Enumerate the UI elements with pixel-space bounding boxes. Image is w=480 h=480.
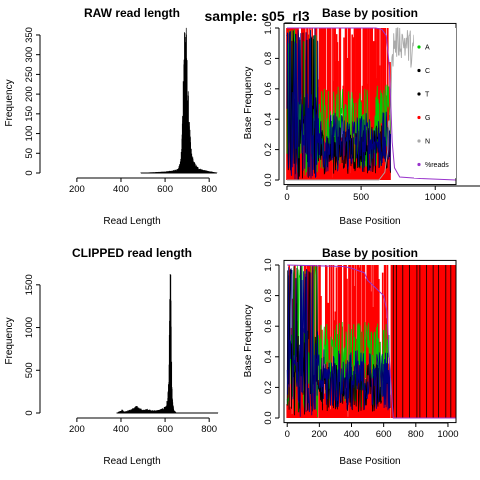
base-pct-reads-line (287, 264, 456, 419)
clip-base-ylabel: Base Frequency (243, 305, 254, 378)
x-tick-label: 0 (285, 429, 290, 440)
legend-marker (417, 68, 421, 73)
y-tick-label: 0.0 (263, 411, 274, 424)
y-tick-label: 0.6 (263, 320, 274, 333)
base-t-line (286, 28, 391, 180)
raw-base-xlabel: Base Position (339, 216, 400, 227)
raw-base-legend: A C T G N %reads (414, 28, 456, 178)
y-tick-label: 0 (24, 170, 35, 175)
x-tick-label: 400 (344, 429, 360, 440)
legend-label: T (425, 92, 430, 99)
legend-label: N (425, 139, 430, 146)
x-tick-label: 1000 (425, 192, 446, 203)
y-tick-label: 350 (24, 27, 35, 43)
y-tick-label: 1500 (24, 274, 35, 295)
raw-hist-xlabel: Read Length (103, 216, 160, 227)
x-tick-label: 400 (113, 424, 129, 435)
y-tick-label: 0.6 (263, 82, 274, 95)
x-tick-label: 600 (157, 184, 173, 195)
legend-label: A (425, 45, 430, 52)
clipped-base-position-chart: Base by position Base Position Base Freq… (243, 246, 459, 467)
x-tick-label: 200 (311, 429, 327, 440)
x-tick-label: 500 (353, 192, 369, 203)
raw-hist-marks (140, 27, 218, 174)
x-tick-label: 200 (69, 184, 85, 195)
x-tick-label: 600 (157, 424, 173, 435)
legend-marker (417, 139, 421, 143)
x-tick-label: 1000 (437, 429, 458, 440)
clipped-read-length-chart: CLIPPED read length Read Length Frequenc… (4, 246, 219, 467)
x-tick-label: 800 (201, 424, 217, 435)
clip-hist-xlabel: Read Length (103, 456, 160, 467)
legend-marker (417, 45, 421, 49)
raw-hist-ylabel: Frequency (4, 79, 15, 126)
legend-marker (417, 115, 421, 120)
clip-hist-marks (116, 274, 219, 414)
clip-hist-axes: 200 400 600 800 0 500 1000 1500 (24, 274, 217, 435)
raw-hist-axes: 200 400 600 800 0 50 100 150 200 250 300 350 (24, 27, 217, 195)
x-tick-label: 200 (69, 424, 85, 435)
y-tick-label: 0 (24, 410, 35, 415)
y-tick-label: 250 (24, 66, 35, 82)
y-tick-label: 0.0 (263, 173, 274, 186)
clip-base-title: Base by position (322, 246, 418, 260)
page-title: sample: s05_rl3 (204, 8, 309, 24)
y-tick-label: 100 (24, 126, 35, 142)
y-tick-label: 0.4 (263, 113, 274, 126)
x-tick-label: 0 (284, 192, 289, 203)
x-tick-label: 600 (376, 429, 392, 440)
y-tick-label: 500 (24, 362, 35, 378)
legend-box (414, 28, 456, 178)
y-tick-label: 50 (24, 148, 35, 159)
base-t-line (286, 265, 391, 417)
y-tick-label: 200 (24, 86, 35, 102)
x-tick-label: 400 (113, 184, 129, 195)
raw-base-axes: 0500100015000.00.20.40.60.81.0 (263, 21, 480, 203)
clip-hist-title: CLIPPED read length (72, 246, 192, 260)
raw-base-marks (286, 27, 457, 181)
clip-base-xlabel: Base Position (339, 456, 400, 467)
y-tick-label: 1000 (24, 317, 35, 338)
y-tick-label: 1.0 (263, 21, 274, 34)
y-tick-label: 0.2 (263, 381, 274, 394)
x-tick-label: 800 (201, 184, 217, 195)
legend-label: %reads (425, 162, 449, 169)
y-tick-label: 0.8 (263, 52, 274, 65)
legend-marker (417, 162, 421, 167)
raw-hist-title: RAW read length (84, 6, 180, 20)
legend-label: C (425, 68, 430, 75)
clip-hist-ylabel: Frequency (4, 317, 15, 364)
y-tick-label: 0.8 (263, 289, 274, 302)
y-tick-label: 300 (24, 47, 35, 63)
raw-base-title: Base by position (322, 6, 418, 20)
y-tick-label: 1.0 (263, 258, 274, 271)
y-tick-label: 150 (24, 106, 35, 122)
clip-base-axes: 0 200 400 600 800 1000 0.0 0.2 0.4 0.6 0.8 1.0 (263, 258, 459, 440)
legend-label: G (425, 115, 430, 122)
y-tick-label: 0.2 (263, 143, 274, 156)
legend-marker (417, 92, 421, 96)
y-tick-label: 0.4 (263, 350, 274, 363)
raw-base-position-chart: Base by position Base Position Base Freq… (243, 6, 480, 227)
x-tick-label: 800 (408, 429, 424, 440)
base-pct-reads-line (287, 27, 457, 181)
clip-base-marks (286, 264, 457, 419)
raw-read-length-chart: RAW read length Read Length Frequency 20… (4, 6, 218, 227)
raw-base-ylabel: Base Frequency (243, 67, 254, 140)
